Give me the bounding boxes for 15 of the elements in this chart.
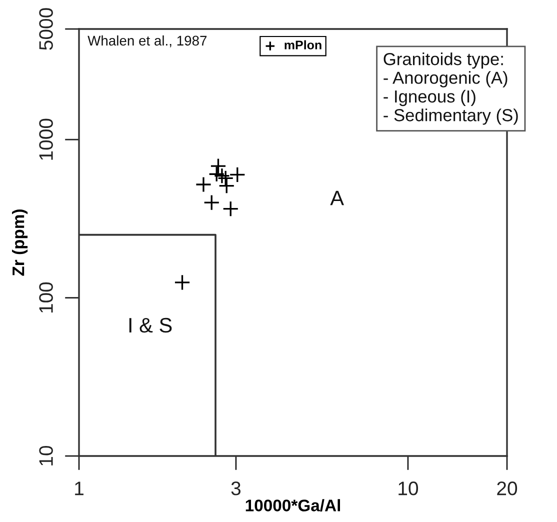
- x-tick-label: 3: [231, 482, 241, 496]
- y-tick-label: 1000: [39, 118, 53, 160]
- x-tick-label: 20: [497, 482, 518, 496]
- y-tick-label: 100: [39, 282, 53, 313]
- y-axis-title: Zr (ppm): [12, 210, 28, 276]
- x-axis-title: 10000*Ga/Al: [246, 499, 340, 512]
- annotation: Granitoids type: - Anorogenic (A) - Igneous (I) - Sedimentary (S): [384, 52, 518, 125]
- annotation: Whalen et al., 1987: [88, 35, 207, 48]
- y-tick-label: 10: [39, 446, 53, 466]
- annotation: I & S: [129, 318, 172, 333]
- legend-label: mPlon: [284, 40, 322, 50]
- x-tick-label: 1: [75, 482, 84, 496]
- y-tick-label: 5000: [39, 8, 53, 50]
- x-tick-label: 10: [398, 482, 418, 496]
- annotation: A: [330, 190, 344, 206]
